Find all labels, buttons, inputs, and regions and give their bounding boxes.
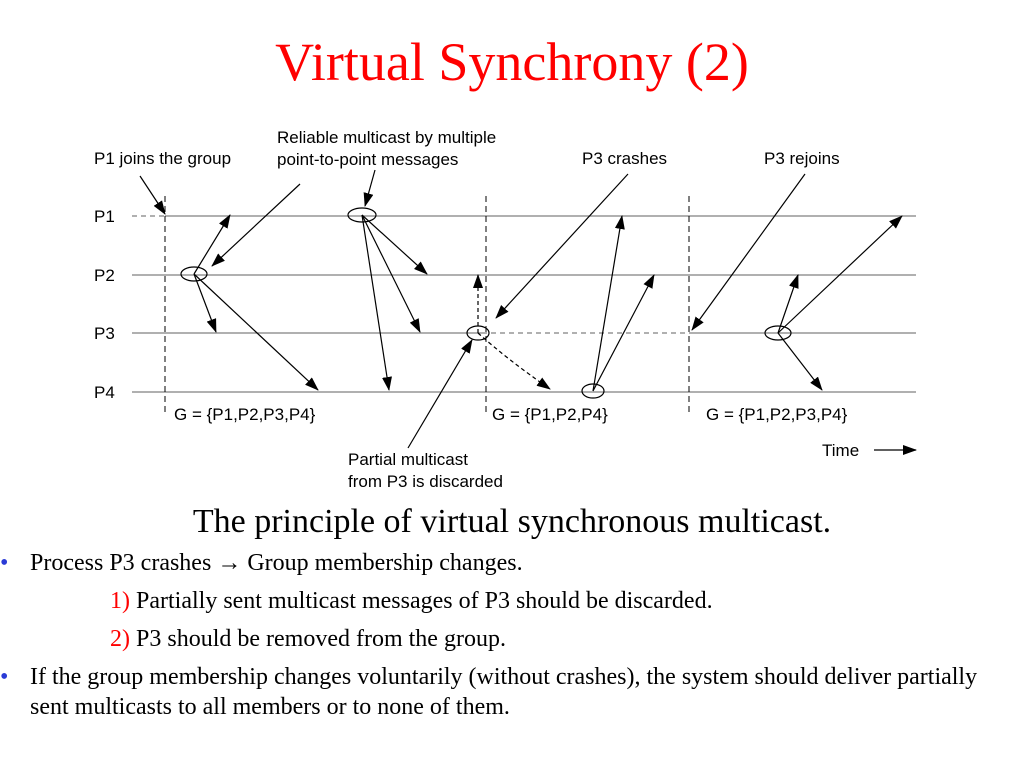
- diagram-caption: The principle of virtual synchronous mul…: [192, 503, 832, 540]
- pointer-p1-joins: [139, 175, 166, 215]
- slide-title: Virtual Synchrony (2): [275, 32, 749, 92]
- group-view-2: G = {P1,P2,P4}: [492, 405, 608, 424]
- process-label-p4: P4: [94, 383, 115, 402]
- msg-p3r-p1: [777, 215, 903, 334]
- bullet-marker: •: [0, 550, 9, 576]
- right-arrow-icon: →: [217, 550, 242, 576]
- process-label-p3: P3: [94, 324, 115, 343]
- send-event-p4: [581, 383, 605, 399]
- bullet-marker: •: [0, 664, 9, 690]
- label-p1-joins: P1 joins the group: [94, 149, 231, 168]
- pointer-p3-rejoins: [691, 173, 806, 331]
- label-p3-rejoins: P3 rejoins: [764, 149, 840, 168]
- group-view-3: G = {P1,P2,P3,P4}: [706, 405, 848, 424]
- msg-p1-p3: [361, 214, 421, 333]
- sub-item-1: 1) Partially sent multicast messages of …: [110, 586, 990, 616]
- virtual-synchrony-diagram: P1 P2 P3 P4 P1 joins the group Reliable …: [94, 128, 917, 491]
- msg-p3-p4-dashed: [477, 332, 551, 390]
- label-time: Time: [822, 441, 859, 460]
- msg-p2-p1: [193, 214, 231, 275]
- sub-item-2: 2) P3 should be removed from the group.: [110, 624, 990, 654]
- sub-number: 2): [110, 626, 130, 652]
- sub-text: Partially sent multicast messages of P3 …: [130, 588, 713, 614]
- sub-number: 1): [110, 588, 130, 614]
- label-reliable-line1: Reliable multicast by multiple: [277, 128, 496, 147]
- msg-p2-p3: [193, 273, 217, 333]
- msg-p3r-p4: [777, 332, 823, 391]
- msg-p4-p2: [592, 274, 655, 392]
- msg-p3r-p2: [777, 274, 799, 334]
- pointer-p3-crashes: [495, 173, 629, 319]
- process-label-p2: P2: [94, 266, 115, 285]
- bullet-text: If the group membership changes voluntar…: [30, 664, 978, 720]
- bullet-text-before: Process P3 crashes: [30, 550, 218, 576]
- label-p3-crashes: P3 crashes: [582, 149, 667, 168]
- msg-p1-p4: [361, 214, 392, 391]
- process-label-p1: P1: [94, 207, 115, 226]
- label-partial-line1: Partial multicast: [348, 450, 468, 469]
- msg-p1-p2: [361, 214, 428, 275]
- msg-p2-p4: [193, 273, 319, 391]
- msg-p4-p1: [592, 215, 625, 392]
- group-view-1: G = {P1,P2,P3,P4}: [174, 405, 316, 424]
- send-event-p1: [347, 207, 377, 223]
- bullet-text-after: Group membership changes.: [241, 550, 523, 576]
- pointer-partial: [407, 339, 473, 449]
- label-partial-line2: from P3 is discarded: [348, 472, 503, 491]
- send-event-p2: [180, 266, 208, 282]
- label-reliable-line2: point-to-point messages: [277, 150, 458, 169]
- pointer-reliable-1: [211, 183, 301, 267]
- send-event-p3-rejoin: [764, 325, 792, 341]
- sub-text: P3 should be removed from the group.: [130, 626, 506, 652]
- pointer-reliable-2: [363, 169, 376, 207]
